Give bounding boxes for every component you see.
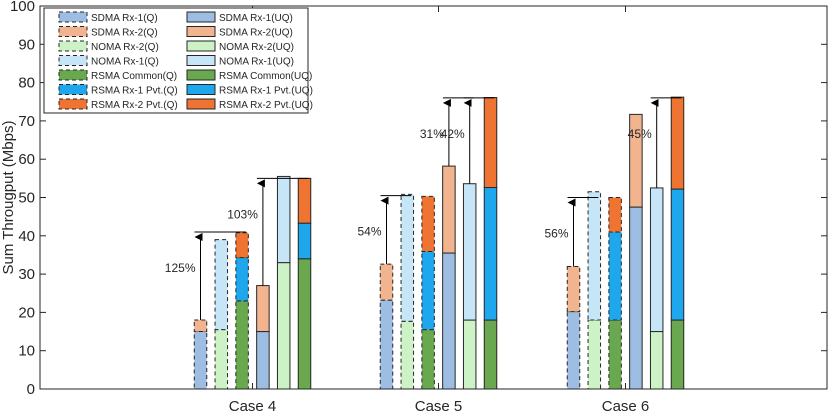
- x-tick-label: Case 4: [229, 398, 277, 412]
- bar-segment-rsma_rx1_pvt: [235, 257, 249, 302]
- bar-segment-sdma_rx2: [629, 113, 643, 208]
- bar-segment-sdma_rx1: [379, 299, 394, 390]
- y-tick-label: 90: [18, 36, 35, 53]
- legend-swatch-sdma_rx1: [186, 11, 216, 23]
- bar-segment-noma_rx1: [649, 187, 664, 333]
- gain-percent-label: 45%: [628, 127, 652, 141]
- bar-segment-noma_rx1: [400, 193, 415, 322]
- bar-segment-noma_rx2: [587, 319, 602, 390]
- bar-segment-rsma_rx1_pvt: [483, 187, 498, 321]
- bar-segment-noma_rx1: [214, 239, 229, 331]
- bar-segment-rsma_rx1_pvt: [670, 188, 685, 321]
- y-tick-label: 30: [18, 266, 35, 283]
- legend-swatch-rsma_rx2_pvt: [186, 98, 216, 110]
- bar-segment-sdma_rx2: [379, 263, 394, 301]
- y-tick-label: 60: [18, 151, 35, 168]
- legend-swatch-rsma_common: [58, 69, 88, 81]
- legend-label: RSMA Common(UQ): [219, 71, 312, 82]
- y-tick-label: 0: [27, 381, 35, 398]
- legend-swatch-sdma_rx1: [58, 11, 88, 23]
- gain-percent-label: 42%: [441, 127, 465, 141]
- bar-segment-noma_rx1: [462, 183, 477, 321]
- bar-segment-rsma_common: [297, 258, 312, 390]
- bar-segment-noma_rx1: [587, 191, 602, 321]
- bar-segment-noma_rx2: [649, 331, 664, 390]
- legend-swatch-rsma_rx2_pvt: [58, 98, 88, 110]
- x-tick-label: Case 6: [602, 398, 650, 412]
- legend-label: NOMA Rx-1(Q): [91, 57, 159, 68]
- bar-segment-rsma_rx2_pvt: [608, 197, 622, 233]
- legend-swatch-rsma_rx1_pvt: [58, 84, 88, 95]
- bar-segment-noma_rx2: [400, 320, 415, 390]
- y-tick-label: 70: [18, 113, 35, 130]
- y-tick-label: 10: [18, 343, 35, 360]
- ticks-layer: 0 10 20 30 40 50 60 70 80 90 100 Case 4 Case 5 Case 6: [10, 0, 827, 412]
- y-tick-label: 20: [18, 304, 35, 321]
- gain-percent-label: 31%: [420, 127, 444, 141]
- legend-swatch-sdma_rx2: [58, 26, 88, 37]
- bar-segment-noma_rx2: [462, 319, 477, 390]
- bar-segment-rsma_common: [235, 300, 249, 390]
- legend-label: RSMA Rx-2 Pvt.(Q): [91, 100, 178, 111]
- bar-segment-sdma_rx2: [256, 285, 270, 333]
- annotations-layer: 125% 103% 54% 31%42% 56% 45%: [165, 97, 682, 321]
- legend-swatch-noma_rx1: [186, 55, 216, 66]
- legend-label: SDMA Rx-1(Q): [91, 13, 158, 24]
- legend-label: SDMA Rx-2(UQ): [219, 28, 293, 39]
- y-tick-label: 80: [18, 75, 35, 92]
- legend-label: SDMA Rx-1(UQ): [219, 13, 293, 24]
- bar-segment-sdma_rx1: [256, 331, 270, 390]
- bar-segment-rsma_rx2_pvt: [297, 177, 312, 224]
- bar-segment-rsma_rx2_pvt: [421, 195, 435, 253]
- bar-segment-rsma_rx1_pvt: [608, 231, 622, 321]
- legend-swatch-sdma_rx2: [186, 26, 216, 37]
- legend-label: SDMA Rx-2(Q): [91, 28, 158, 39]
- legend-swatch-noma_rx2: [186, 40, 216, 52]
- bar-segment-noma_rx1: [276, 175, 291, 264]
- legend-label: NOMA Rx-2(Q): [91, 42, 159, 53]
- legend-label: RSMA Rx-2 Pvt.(UQ): [219, 100, 313, 111]
- bar-segment-rsma_common: [483, 319, 498, 390]
- bar-segment-rsma_rx2_pvt: [483, 97, 498, 189]
- legend-swatch-noma_rx2: [58, 40, 88, 52]
- y-tick-label: 40: [18, 228, 35, 245]
- legend-label: NOMA Rx-1(UQ): [219, 57, 294, 68]
- legend-label: RSMA Rx-1 Pvt.(UQ): [219, 86, 313, 97]
- y-tick-label: 100: [10, 0, 35, 15]
- gain-percent-label: 125%: [165, 261, 196, 275]
- legend-box: [43, 7, 309, 114]
- legend-swatch-rsma_rx1_pvt: [186, 84, 216, 95]
- bar-segment-noma_rx2: [276, 262, 291, 390]
- y-axis-label: Sum Througput (Mbps): [0, 121, 17, 275]
- legend-label: NOMA Rx-2(UQ): [219, 42, 294, 53]
- gain-percent-label: 56%: [544, 227, 568, 241]
- bar-segment-rsma_common: [670, 319, 685, 390]
- bar-segment-rsma_rx2_pvt: [235, 232, 249, 259]
- bar-segment-rsma_common: [421, 329, 435, 390]
- bar-segment-sdma_rx1: [442, 252, 456, 390]
- bar-segment-rsma_rx2_pvt: [670, 96, 685, 190]
- bar-segment-sdma_rx1: [193, 331, 208, 390]
- gain-percent-label: 103%: [227, 207, 258, 221]
- bar-segment-noma_rx2: [214, 329, 229, 390]
- bar-segment-sdma_rx2: [193, 319, 208, 333]
- y-tick-label: 50: [18, 190, 35, 207]
- legend-label: RSMA Common(Q): [91, 71, 177, 82]
- bar-segment-sdma_rx1: [629, 206, 643, 390]
- bar-segment-rsma_rx1_pvt: [297, 222, 312, 260]
- legend-swatch-rsma_common: [186, 69, 216, 81]
- x-tick-label: Case 5: [415, 398, 463, 412]
- legend-label: RSMA Rx-1 Pvt.(Q): [91, 86, 178, 97]
- bar-segment-rsma_rx1_pvt: [421, 251, 435, 331]
- legend: SDMA Rx-1(Q) SDMA Rx-2(Q) NOMA Rx-2(Q) NOMA…: [43, 7, 313, 114]
- bar-segment-sdma_rx2: [442, 165, 456, 254]
- bar-segment-sdma_rx1: [566, 311, 581, 390]
- bar-segment-sdma_rx2: [566, 265, 581, 313]
- gain-percent-label: 54%: [357, 225, 381, 239]
- bar-segment-rsma_common: [608, 319, 622, 390]
- legend-swatch-noma_rx1: [58, 55, 88, 66]
